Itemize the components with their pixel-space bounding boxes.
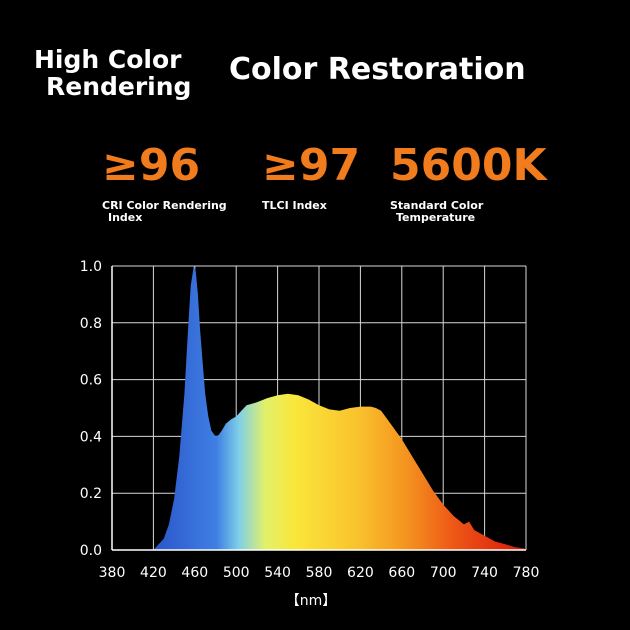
header-left: High Color Rendering — [34, 46, 191, 100]
x-tick-label: 660 — [388, 565, 415, 581]
metric-tlci-caption-line1: TLCI Index — [262, 199, 327, 212]
x-tick-label: 780 — [513, 565, 540, 581]
metric-cri-value: ≥96 — [102, 140, 201, 191]
header-left-line2: Rendering — [46, 72, 192, 101]
x-tick-label: 460 — [181, 565, 208, 581]
metric-color-temp-value: 5600K — [390, 140, 547, 191]
x-tick-label: 580 — [306, 565, 333, 581]
x-tick-label: 420 — [140, 565, 167, 581]
y-tick-label: 0.0 — [80, 543, 102, 559]
metric-tlci: ≥97 TLCI Index — [262, 140, 360, 212]
x-tick-label: 740 — [471, 565, 498, 581]
metric-color-temp: 5600K Standard Color Temperature — [390, 140, 547, 224]
y-tick-label: 0.4 — [80, 429, 102, 445]
metric-cri: ≥96 CRI Color Rendering Index — [102, 140, 227, 224]
metric-cri-caption: CRI Color Rendering Index — [102, 200, 227, 224]
y-tick-label: 1.0 — [80, 259, 102, 275]
metric-color-temp-caption: Standard Color Temperature — [390, 200, 547, 224]
metric-color-temp-caption-line1: Standard Color — [390, 199, 484, 212]
metric-tlci-value: ≥97 — [262, 140, 361, 191]
x-tick-label: 540 — [264, 565, 291, 581]
y-tick-label: 0.6 — [80, 373, 102, 389]
spectrum-chart: 0.0 0.2 0.4 0.6 0.8 1.0 380 420 460 500 540 580 620 6… — [80, 259, 540, 609]
header-left-line1: High Color — [34, 45, 182, 74]
metric-color-temp-caption-line2: Temperature — [396, 211, 476, 224]
metric-cri-caption-line1: CRI Color Rendering — [102, 199, 227, 212]
x-tick-label: 380 — [99, 565, 126, 581]
x-tick-label: 500 — [223, 565, 250, 581]
x-tick-label: 620 — [347, 565, 374, 581]
metric-cri-caption-line2: Index — [108, 211, 143, 224]
y-tick-label: 0.2 — [80, 486, 102, 502]
page-title: Color Restoration — [229, 52, 526, 87]
metric-tlci-caption: TLCI Index — [262, 200, 360, 212]
x-axis-label: 【nm】 — [286, 593, 337, 609]
spectrum-area — [112, 266, 526, 550]
x-tick-label: 700 — [430, 565, 457, 581]
y-tick-label: 0.8 — [80, 316, 102, 332]
